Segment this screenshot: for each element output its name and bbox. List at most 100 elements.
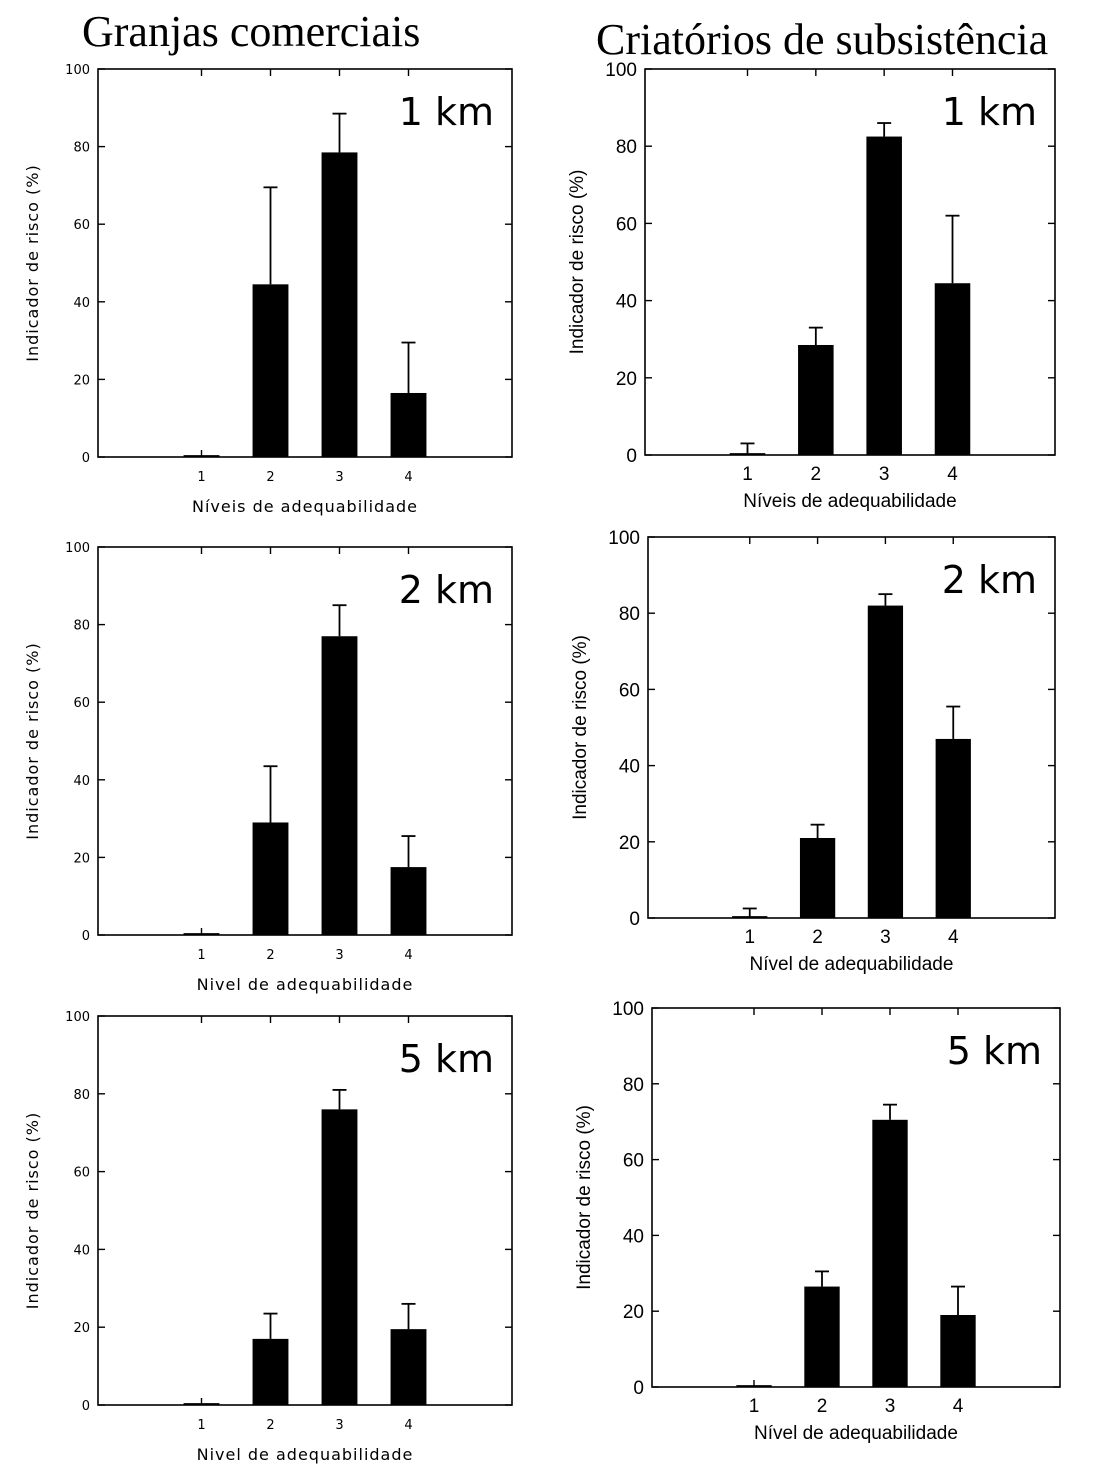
y-tick-label: 20 (616, 369, 637, 390)
y-axis-label: Indicador de risco (%) (574, 1105, 595, 1290)
bar-chart-left-1km: 0 20 40 60 80 100 1 2 3 4 Níveis de adequabilidade… (23, 63, 513, 516)
y-tick-label: 80 (73, 619, 90, 634)
distance-label: 5 km (399, 1037, 494, 1081)
bar (390, 392, 427, 457)
bar (321, 152, 358, 458)
y-axis-label: Indicador de risco (%) (570, 635, 591, 820)
distance-label: 1 km (399, 90, 494, 134)
x-axis-label: Níveis de adequabilidade (192, 497, 418, 516)
bar (321, 636, 358, 935)
x-tick-label: 4 (404, 1418, 412, 1433)
bar (798, 344, 834, 455)
y-tick-label: 60 (619, 680, 640, 701)
y-tick-label: 40 (73, 296, 90, 311)
bar (252, 822, 289, 935)
plot-frame (651, 1007, 1061, 1388)
y-tick-label: 100 (65, 63, 90, 78)
x-tick-label: 2 (811, 464, 822, 485)
plot-frame (97, 68, 513, 458)
x-tick-label: 1 (197, 470, 205, 485)
y-tick-label: 100 (605, 60, 637, 81)
distance-label: 1 km (942, 90, 1037, 134)
distance-label: 5 km (947, 1029, 1042, 1073)
y-tick-label: 60 (73, 696, 90, 711)
plot-frame (644, 68, 1056, 456)
y-tick-label: 40 (73, 774, 90, 789)
y-tick-label: 40 (623, 1226, 644, 1247)
x-tick-label: 2 (812, 927, 823, 948)
bar (940, 1314, 976, 1387)
y-tick-label: 0 (626, 446, 637, 467)
y-tick-label: 100 (65, 1010, 90, 1025)
y-axis-label: Indicador de risco (%) (23, 164, 42, 361)
bar (866, 136, 902, 456)
x-tick-label: 1 (749, 1396, 760, 1417)
y-tick-label: 100 (608, 528, 640, 549)
y-tick-label: 20 (619, 833, 640, 854)
bar (799, 837, 836, 918)
y-tick-label: 60 (616, 214, 637, 235)
bar-chart-right-5km: 0 20 40 60 80 100 1 2 3 4 Nível de adequabilidade I… (574, 999, 1061, 1444)
bar (804, 1286, 840, 1387)
bar (252, 1338, 289, 1405)
x-tick-label: 3 (879, 464, 890, 485)
x-tick-label: 4 (404, 470, 412, 485)
x-tick-label: 4 (948, 927, 959, 948)
x-tick-label: 1 (197, 948, 205, 963)
right-column-title: Criatórios de subsistência (596, 15, 1049, 64)
x-tick-label: 1 (744, 927, 755, 948)
x-tick-label: 2 (266, 1418, 274, 1433)
y-tick-label: 80 (619, 604, 640, 625)
y-tick-label: 80 (73, 1088, 90, 1103)
y-tick-label: 20 (73, 1321, 90, 1336)
y-tick-label: 20 (623, 1302, 644, 1323)
x-tick-label: 4 (404, 948, 412, 963)
bar (252, 284, 289, 457)
plot-frame (647, 536, 1056, 919)
bar-chart-left-2km: 0 20 40 60 80 100 1 2 3 4 Nivel de adequabilidade I… (23, 541, 513, 994)
x-tick-label: 3 (335, 948, 343, 963)
y-tick-label: 80 (73, 141, 90, 156)
y-tick-label: 0 (82, 1399, 90, 1414)
distance-label: 2 km (942, 558, 1037, 602)
x-axis-label: Nível de adequabilidade (754, 1423, 958, 1444)
bar (934, 283, 971, 455)
y-tick-label: 100 (612, 999, 644, 1020)
y-axis-label: Indicador de risco (%) (23, 642, 42, 839)
bar-chart-left-5km: 0 20 40 60 80 100 1 2 3 4 Nivel de adequabilidade I… (23, 1010, 513, 1464)
x-tick-label: 2 (266, 948, 274, 963)
bar (321, 1109, 358, 1405)
x-tick-label: 4 (953, 1396, 964, 1417)
plot-area: 0 20 40 60 80 100 1 2 3 4 Níveis de adequabilidade… (23, 63, 513, 516)
y-axis-label: Indicador de risco (%) (23, 1112, 42, 1309)
y-tick-label: 80 (616, 137, 637, 158)
x-axis-label: Nível de adequabilidade (750, 954, 954, 975)
plot-area: 0 20 40 60 80 100 1 2 3 4 Nível de adequabilidade I… (570, 528, 1056, 975)
bar-chart-right-1km: 0 20 40 60 80 100 1 2 3 4 Níveis de adequabilidade… (567, 60, 1056, 512)
bar (935, 738, 971, 918)
x-axis-label: Nivel de adequabilidade (197, 975, 414, 994)
x-axis-label: Níveis de adequabilidade (743, 491, 956, 512)
y-tick-label: 0 (82, 929, 90, 944)
x-tick-label: 3 (335, 1418, 343, 1433)
bar-chart-right-2km: 0 20 40 60 80 100 1 2 3 4 Nível de adequabilidade I… (570, 528, 1056, 975)
plot-area: 0 20 40 60 80 100 1 2 3 4 Nível de adequabilidade I… (574, 999, 1061, 1444)
y-tick-label: 40 (619, 757, 640, 778)
plot-area: 0 20 40 60 80 100 1 2 3 4 Nivel de adequabilidade I… (23, 541, 513, 994)
y-tick-label: 60 (73, 218, 90, 233)
distance-label: 2 km (399, 568, 494, 612)
bar (390, 867, 427, 935)
y-tick-label: 60 (623, 1151, 644, 1172)
plot-frame (97, 1015, 513, 1406)
y-tick-label: 20 (73, 373, 90, 388)
x-tick-label: 2 (266, 470, 274, 485)
left-column-title: Granjas comerciais (82, 7, 421, 56)
x-tick-label: 4 (947, 464, 958, 485)
x-tick-label: 3 (880, 927, 891, 948)
bar (867, 605, 904, 918)
x-tick-label: 2 (817, 1396, 828, 1417)
bar (872, 1119, 908, 1387)
bar (390, 1329, 427, 1405)
y-axis-label: Indicador de risco (%) (567, 170, 588, 355)
y-tick-label: 40 (73, 1243, 90, 1258)
